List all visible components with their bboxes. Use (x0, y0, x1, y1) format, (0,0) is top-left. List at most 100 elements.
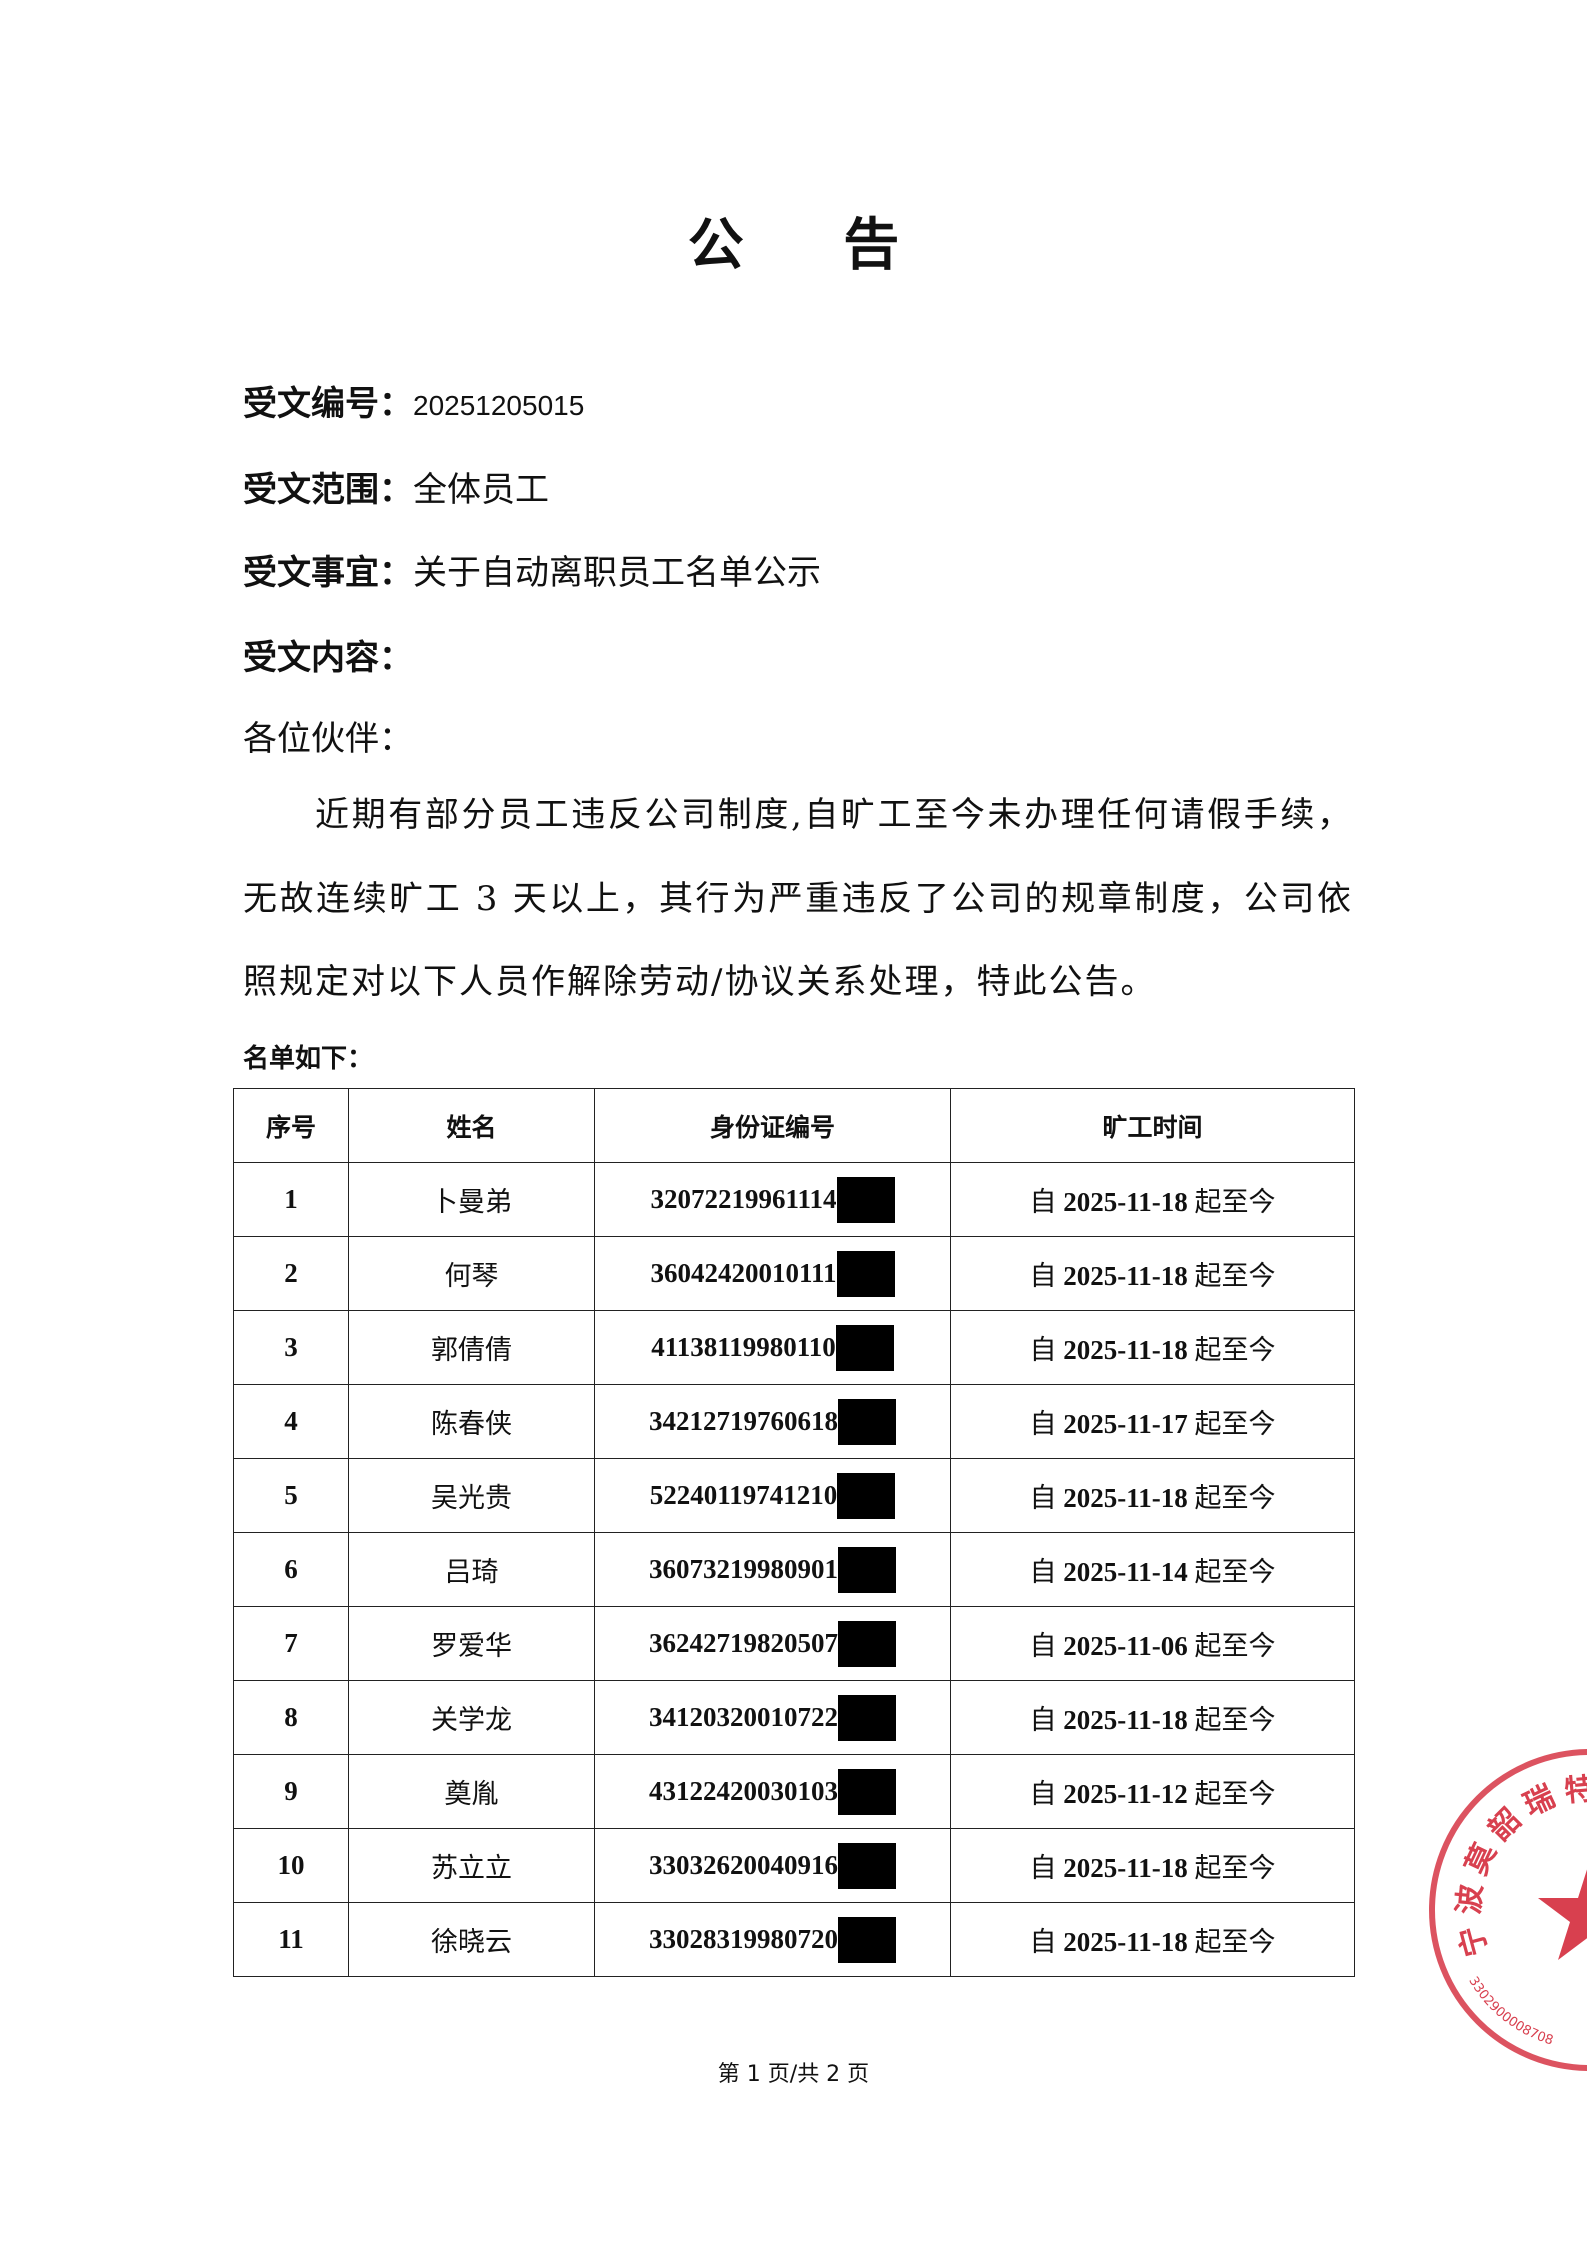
row-id: 33032620040916 (649, 1850, 838, 1880)
row-id-cell: 36242719820507 (594, 1606, 951, 1681)
redaction-box (838, 1620, 896, 1667)
absence-prefix: 自 (1029, 1927, 1057, 1958)
row-id-cell: 36042420010111 (594, 1236, 951, 1311)
row-id: 43122420030103 (649, 1776, 838, 1806)
absence-prefix: 自 (1029, 1557, 1057, 1588)
absence-date: 2025-11-18 (1063, 1483, 1188, 1513)
absence-suffix: 起至今 (1194, 1261, 1276, 1292)
row-id-cell: 33028319980720 (594, 1902, 951, 1977)
row-id: 32072219961114 (650, 1184, 837, 1214)
row-id-cell: 32072219961114 (594, 1162, 951, 1237)
row-absence: 自 2025-11-18 起至今 (950, 1902, 1355, 1977)
row-id-cell: 41138119980110 (594, 1310, 951, 1385)
table-row: 10 苏立立 33032620040916 自 2025-11-18 起至今 (233, 1828, 1355, 1903)
absence-suffix: 起至今 (1194, 1409, 1276, 1440)
row-no: 6 (233, 1532, 349, 1607)
absence-date: 2025-11-12 (1063, 1779, 1188, 1809)
redaction-box (835, 1324, 894, 1371)
row-name: 陈春侠 (348, 1384, 595, 1459)
absence-date: 2025-11-18 (1063, 1927, 1188, 1957)
absence-suffix: 起至今 (1194, 1631, 1276, 1662)
absence-date: 2025-11-06 (1063, 1631, 1188, 1661)
absence-suffix: 起至今 (1194, 1853, 1276, 1884)
row-id: 34212719760618 (649, 1406, 838, 1436)
table-row: 4 陈春侠 34212719760618 自 2025-11-17 起至今 (233, 1384, 1355, 1459)
absence-date: 2025-11-18 (1063, 1261, 1188, 1291)
seal-char: 莫 (1459, 1837, 1504, 1880)
seal-char: 特 (1563, 1772, 1587, 1809)
row-id: 34120320010722 (649, 1702, 838, 1732)
seal-char: 韶 (1482, 1802, 1528, 1848)
table-row: 7 罗爱华 36242719820507 自 2025-11-06 起至今 (233, 1606, 1355, 1681)
seal-char: 瑞 (1518, 1779, 1560, 1823)
absence-date: 2025-11-18 (1063, 1335, 1188, 1365)
row-no: 4 (233, 1384, 349, 1459)
table-row: 11 徐晓云 33028319980720 自 2025-11-18 起至今 (233, 1902, 1355, 1977)
row-absence: 自 2025-11-18 起至今 (950, 1310, 1355, 1385)
row-name: 卜曼弟 (348, 1162, 595, 1237)
row-no: 10 (233, 1828, 349, 1903)
row-id-cell: 36073219980901 (594, 1532, 951, 1607)
row-name: 吴光贵 (348, 1458, 595, 1533)
row-name: 罗爱华 (348, 1606, 595, 1681)
row-id: 36042420010111 (650, 1258, 837, 1288)
absence-date: 2025-11-18 (1063, 1187, 1188, 1217)
row-id: 33028319980720 (649, 1924, 838, 1954)
header-absence: 旷工时间 (950, 1088, 1355, 1163)
absence-suffix: 起至今 (1194, 1483, 1276, 1514)
seal-char: 波 (1452, 1882, 1490, 1916)
table-row: 9 奠胤 43122420030103 自 2025-11-12 起至今 (233, 1754, 1355, 1829)
absence-suffix: 起至今 (1194, 1705, 1276, 1736)
content-field: 受文内容： (243, 630, 413, 679)
absence-prefix: 自 (1029, 1409, 1057, 1440)
row-id-cell: 34120320010722 (594, 1680, 951, 1755)
page-title: 公 告 (687, 213, 940, 278)
table-row: 8 关学龙 34120320010722 自 2025-11-18 起至今 (233, 1680, 1355, 1755)
scope-value: 全体员工 (413, 470, 549, 510)
redaction-box (838, 1694, 896, 1741)
table-row: 3 郭倩倩 41138119980110 自 2025-11-18 起至今 (233, 1310, 1355, 1385)
row-name: 关学龙 (348, 1680, 595, 1755)
row-no: 2 (233, 1236, 349, 1311)
scope-label: 受文范围： (243, 470, 413, 510)
header-id: 身份证编号 (594, 1088, 951, 1163)
redaction-box (838, 1398, 896, 1445)
absence-suffix: 起至今 (1194, 1187, 1276, 1218)
greeting: 各位伙伴： (243, 711, 413, 760)
row-id-cell: 52240119741210 (594, 1458, 951, 1533)
absence-date: 2025-11-14 (1063, 1557, 1188, 1587)
redaction-box (836, 1176, 895, 1223)
redaction-box (838, 1768, 896, 1815)
absence-prefix: 自 (1029, 1779, 1057, 1810)
table-row: 2 何琴 36042420010111 自 2025-11-18 起至今 (233, 1236, 1355, 1311)
row-name: 奠胤 (348, 1754, 595, 1829)
row-name: 徐晓云 (348, 1902, 595, 1977)
table-row: 5 吴光贵 52240119741210 自 2025-11-18 起至今 (233, 1458, 1355, 1533)
row-id: 36073219980901 (649, 1554, 838, 1584)
scope-field: 受文范围：全体员工 (243, 462, 549, 511)
seal-code: 3302900008708 (1465, 1974, 1555, 2048)
content-label: 受文内容： (243, 638, 413, 678)
absence-prefix: 自 (1029, 1631, 1057, 1662)
seal-star-icon (1538, 1869, 1587, 1960)
absence-suffix: 起至今 (1194, 1927, 1276, 1958)
absence-suffix: 起至今 (1194, 1335, 1276, 1366)
row-no: 5 (233, 1458, 349, 1533)
row-absence: 自 2025-11-12 起至今 (950, 1754, 1355, 1829)
row-absence: 自 2025-11-06 起至今 (950, 1606, 1355, 1681)
dismissal-table: 序号 姓名 身份证编号 旷工时间 1 卜曼弟 32072219961114 自 202… (233, 1088, 1355, 1977)
row-absence: 自 2025-11-18 起至今 (950, 1236, 1355, 1311)
page-number: 第 1 页/共 2 页 (717, 2062, 870, 2087)
row-id-cell: 34212719760618 (594, 1384, 951, 1459)
row-no: 11 (233, 1902, 349, 1977)
row-no: 1 (233, 1162, 349, 1237)
absence-date: 2025-11-18 (1063, 1853, 1188, 1883)
seal-lettering: 宁波莫韶瑞特 (1452, 1772, 1587, 1960)
header-name: 姓名 (348, 1088, 595, 1163)
row-name: 何琴 (348, 1236, 595, 1311)
row-id: 52240119741210 (649, 1480, 838, 1510)
table-row: 1 卜曼弟 32072219961114 自 2025-11-18 起至今 (233, 1162, 1355, 1237)
redaction-box (838, 1842, 896, 1889)
greeting-text: 各位伙伴： (243, 719, 413, 759)
table-row: 6 吕琦 36073219980901 自 2025-11-14 起至今 (233, 1532, 1355, 1607)
